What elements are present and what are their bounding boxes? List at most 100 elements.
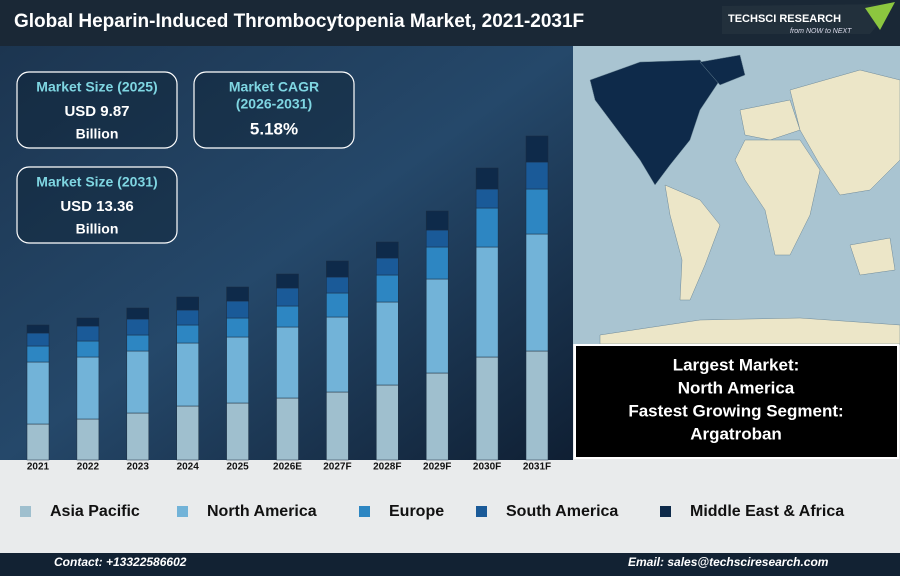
bar-segment: [326, 391, 349, 461]
stat-box: [16, 71, 178, 149]
legend-swatch: [20, 506, 31, 517]
bar-segment: [326, 292, 349, 318]
bar-segment: [276, 287, 299, 307]
bar-segment: [475, 207, 499, 248]
legend-label: South America: [506, 503, 618, 520]
x-tick-label: 2027F: [323, 462, 351, 473]
bar-segment: [126, 334, 150, 352]
stat-unit: Billion: [76, 126, 119, 142]
bar-segment: [525, 233, 549, 352]
footer-bar: [0, 553, 900, 576]
bar-segment: [76, 356, 100, 420]
bar-segment: [525, 161, 549, 190]
bar-segment: [475, 246, 499, 358]
x-tick-label: 2022: [77, 462, 100, 473]
bar-segment: [226, 317, 249, 338]
bar-segment: [26, 324, 50, 334]
bar-segment: [425, 246, 449, 280]
bar-segment: [176, 309, 199, 326]
bar-segment: [76, 325, 100, 342]
bar-segment: [126, 307, 150, 320]
stat-box: [193, 71, 355, 149]
legend-label: Europe: [389, 503, 444, 520]
title: Global Heparin-Induced Thrombocytopenia …: [14, 11, 584, 32]
bar-segment: [326, 316, 349, 393]
legend-swatch: [660, 506, 671, 517]
highlight-line: North America: [678, 378, 795, 397]
footer-email: Email: sales@techsciresearch.com: [628, 555, 829, 569]
stat-unit: Billion: [76, 221, 119, 237]
bar-segment: [26, 361, 50, 425]
logo-mark: [865, 2, 895, 30]
bar-segment: [326, 276, 349, 294]
legend-label: Asia Pacific: [50, 503, 140, 520]
x-tick-label: 2021: [27, 462, 50, 473]
bar-segment: [276, 397, 299, 461]
logo-bg: [722, 4, 895, 34]
bar-segment: [26, 423, 50, 461]
bar-segment: [425, 229, 449, 248]
highlight-line: Largest Market:: [673, 355, 800, 374]
map-land: [589, 54, 900, 345]
logo: TECHSCI RESEARCH: [728, 13, 841, 25]
legend-swatch: [359, 506, 370, 517]
bar-segment: [425, 210, 449, 231]
x-tick-label: 2028F: [373, 462, 401, 473]
bar-segment: [226, 300, 249, 319]
stat-label: Market Size (2031): [36, 174, 157, 190]
x-tick-label: 2026E: [273, 462, 302, 473]
bar-segment: [176, 296, 199, 311]
bar-segment: [475, 188, 499, 209]
bar-segment: [176, 342, 199, 407]
stat-label: Market Size (2025): [36, 79, 157, 95]
bar-segment: [276, 326, 299, 399]
stat-value: USD 13.36: [60, 198, 133, 215]
bar-segment: [425, 372, 449, 461]
bar-segment: [376, 274, 399, 303]
bar-segment: [475, 356, 499, 461]
bar-segment: [376, 384, 399, 461]
bar-segment: [425, 278, 449, 374]
footer-contact: Contact: +13322586602: [54, 555, 187, 569]
bar-segment: [126, 412, 150, 461]
bar-segment: [76, 317, 100, 327]
bar-segment: [525, 350, 549, 461]
bar-segment: [226, 286, 249, 302]
bar-segment: [76, 418, 100, 461]
bar-segment: [176, 324, 199, 344]
bar-segment: [376, 257, 399, 276]
x-tick-label: 2030F: [473, 462, 501, 473]
legend-label: Middle East & Africa: [690, 503, 844, 520]
x-tick-label: 2025: [226, 462, 249, 473]
x-tick-label: 2031F: [523, 462, 551, 473]
bar-segment: [326, 260, 349, 278]
bar-segment: [26, 332, 50, 347]
bar-segment: [475, 167, 499, 190]
stat-label: Market CAGR: [229, 79, 319, 95]
bar-segment: [126, 318, 150, 336]
x-tick-label: 2023: [127, 462, 150, 473]
bar-segment: [176, 405, 199, 461]
stat-value: USD 9.87: [64, 103, 129, 120]
bar-segment: [26, 345, 50, 363]
bar-segment: [276, 305, 299, 328]
bar-segment: [226, 402, 249, 461]
bar-segment: [276, 273, 299, 289]
legend-swatch: [177, 506, 188, 517]
stat-sub: (2026-2031): [236, 96, 312, 112]
bar-segment: [525, 135, 549, 163]
highlight-line: Fastest Growing Segment:: [628, 401, 843, 420]
bar-segment: [76, 340, 100, 358]
bar-segment: [525, 188, 549, 235]
bar-segment: [376, 301, 399, 386]
bar-segment: [226, 336, 249, 404]
legend-swatch: [476, 506, 487, 517]
stat-value: 5.18%: [250, 119, 298, 138]
bar-segment: [376, 241, 399, 259]
highlight-line: Argatroban: [690, 424, 782, 443]
stat-box: [16, 166, 178, 244]
x-tick-label: 2024: [177, 462, 200, 473]
logo-tagline: from NOW to NEXT: [790, 28, 852, 35]
x-tick-label: 2029F: [423, 462, 451, 473]
